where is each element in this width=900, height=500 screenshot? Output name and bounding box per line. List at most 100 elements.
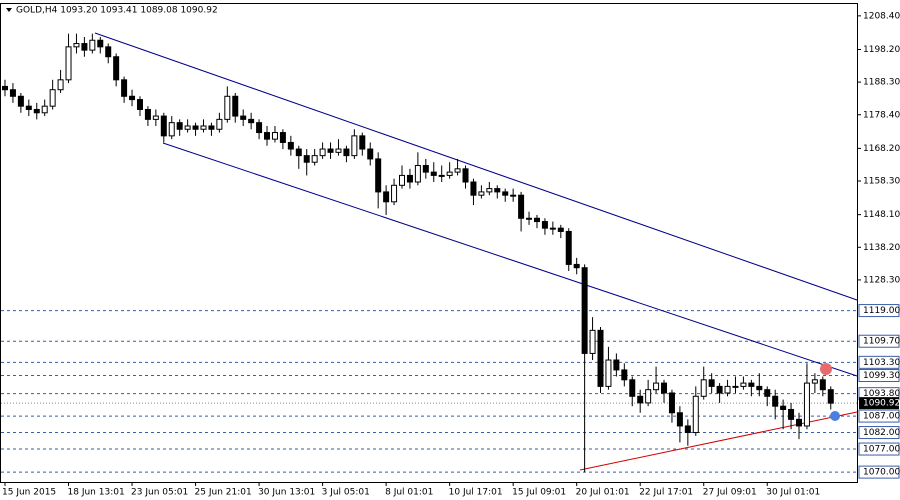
candle-body [33, 108, 40, 114]
candle-body [526, 217, 533, 220]
y-tick-label: 1208.40 [863, 11, 900, 21]
candle-body [533, 217, 540, 223]
candle-body [788, 408, 795, 420]
candle-body [494, 188, 501, 193]
candle-body [327, 148, 334, 153]
candle-body [240, 115, 247, 120]
level-label-box [858, 304, 900, 318]
candle-body [541, 221, 548, 229]
candle-body [605, 359, 612, 387]
candle-body [557, 227, 564, 232]
candle-body [573, 263, 580, 269]
level-label: 1109.70 [863, 337, 900, 347]
candle-body [486, 188, 493, 193]
candle-body [645, 389, 652, 404]
candle-body [343, 148, 350, 157]
y-tick-label: 1158.30 [863, 177, 900, 187]
x-tick-label: 23 Jun 05:01 [131, 488, 188, 498]
x-tick-label: 15 Jul 09:01 [512, 488, 566, 498]
candle-body [478, 191, 485, 196]
level-label: 1103.30 [863, 358, 900, 368]
candle-body [184, 125, 191, 130]
candle-body [684, 425, 691, 434]
levels [1, 310, 857, 473]
candle-body [224, 95, 231, 120]
candle-body [589, 329, 596, 354]
candle-body [65, 46, 72, 81]
y-tick-label: 1178.40 [863, 110, 900, 120]
candle-body [621, 369, 628, 381]
level-label-box [858, 369, 900, 383]
candle-body [470, 181, 477, 196]
candle-body [73, 43, 80, 48]
candle-body [375, 158, 382, 193]
level-label-box [858, 442, 900, 456]
candle-body [581, 267, 588, 354]
candle-body [819, 379, 826, 391]
candle-body [446, 171, 453, 176]
candle-body [49, 89, 56, 107]
candle-body [653, 382, 660, 391]
candle-body [271, 132, 278, 140]
candle-body [136, 99, 143, 110]
candle-body [803, 382, 810, 427]
candle-body [811, 379, 818, 384]
level-label: 1082.00 [863, 428, 900, 438]
candle-body [716, 385, 723, 394]
channel-upper [94, 32, 858, 301]
candle-body [708, 379, 715, 387]
candle-body [740, 382, 747, 387]
candle-body [208, 125, 215, 130]
y-tick-label: 1188.30 [863, 78, 900, 88]
plot-frame [0, 3, 858, 483]
candle-body [383, 191, 390, 203]
candle-body [303, 155, 310, 163]
candles [2, 33, 834, 473]
level-label: 1093.80 [863, 389, 900, 399]
x-tick-label: 22 Jul 17:01 [639, 488, 693, 498]
candle-body [311, 155, 318, 163]
candle-body [152, 115, 159, 120]
candle-body [502, 191, 509, 196]
level-label-box [858, 426, 900, 440]
current-price-box [859, 397, 899, 410]
candle-body [597, 329, 604, 387]
candle-body [129, 95, 136, 101]
candle-body [359, 135, 366, 150]
level-label-box [858, 334, 900, 348]
support-line [579, 411, 858, 471]
title-arrow [6, 8, 12, 12]
candle-body [637, 395, 644, 404]
candle-body [462, 168, 469, 183]
candle-body [518, 194, 525, 219]
y-tick-label: 1198.20 [863, 45, 900, 55]
candle-body [144, 108, 151, 120]
x-tick-label: 30 Jun 13:01 [258, 488, 315, 498]
candle-body [160, 115, 167, 137]
candle-body [668, 392, 675, 414]
candle-body [780, 405, 787, 410]
candle-body [756, 385, 763, 391]
candle-body [256, 122, 263, 134]
candle-body [391, 184, 398, 203]
candle-body [613, 359, 620, 371]
price-axis: 1208.40 1198.20 1188.30 1178.40 1168.20 1158.… [2, 11, 900, 497]
candle-body [510, 194, 517, 197]
candle-body [168, 122, 175, 137]
candle-body [97, 39, 104, 48]
candle-body [772, 395, 779, 407]
current-price-label: 1090.92 [863, 399, 900, 409]
candle-body [25, 105, 32, 110]
candle-body [796, 418, 802, 427]
level-label: 1087.00 [863, 412, 900, 422]
candle-body [827, 389, 834, 404]
candle-body [700, 379, 707, 397]
candle-body [724, 385, 731, 394]
candle-body [676, 412, 683, 427]
chart-title: GOLD,H4 1093.20 1093.41 1089.08 1090.92 [16, 6, 218, 16]
candle-body [2, 85, 8, 91]
x-tick-label: 25 Jun 21:01 [195, 488, 252, 498]
x-tick-label: 20 Jul 01:01 [576, 488, 630, 498]
y-tick-label: 1128.30 [863, 275, 900, 285]
